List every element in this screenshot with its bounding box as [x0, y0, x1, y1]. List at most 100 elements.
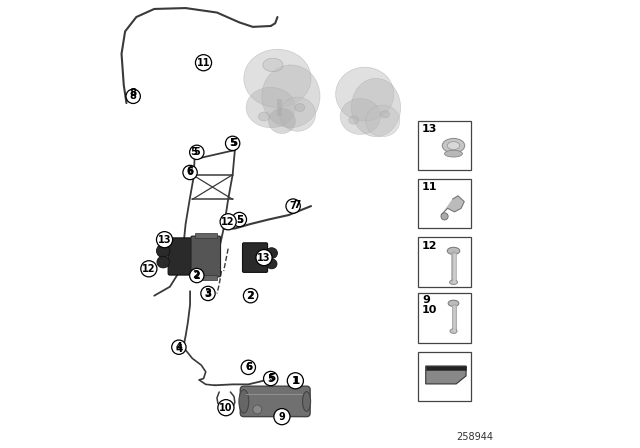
- Text: 12: 12: [142, 264, 156, 274]
- Text: 11: 11: [422, 182, 438, 192]
- Ellipse shape: [263, 58, 283, 72]
- Bar: [195, 275, 217, 280]
- Circle shape: [141, 261, 157, 277]
- Circle shape: [241, 360, 255, 375]
- Ellipse shape: [380, 111, 390, 118]
- FancyBboxPatch shape: [168, 238, 201, 275]
- Ellipse shape: [442, 138, 465, 153]
- Text: 6: 6: [246, 362, 253, 372]
- FancyBboxPatch shape: [243, 243, 268, 272]
- Ellipse shape: [335, 67, 394, 121]
- Bar: [418, 352, 472, 401]
- Text: 9: 9: [278, 412, 285, 422]
- Circle shape: [243, 289, 258, 303]
- Bar: [199, 248, 207, 253]
- Ellipse shape: [351, 78, 401, 137]
- Text: 3: 3: [205, 289, 211, 298]
- Circle shape: [156, 232, 173, 248]
- FancyBboxPatch shape: [191, 236, 221, 277]
- Ellipse shape: [156, 244, 170, 258]
- Text: 13: 13: [422, 124, 438, 134]
- Circle shape: [183, 165, 197, 180]
- Text: 2: 2: [246, 291, 253, 301]
- Ellipse shape: [239, 390, 249, 413]
- Circle shape: [225, 136, 240, 151]
- Text: 12: 12: [221, 217, 235, 227]
- Text: 6: 6: [187, 168, 193, 177]
- Text: 10: 10: [219, 403, 233, 413]
- Text: 1: 1: [293, 376, 300, 386]
- Ellipse shape: [447, 142, 460, 150]
- Ellipse shape: [259, 112, 269, 121]
- Text: 5: 5: [236, 215, 243, 224]
- Circle shape: [274, 409, 290, 425]
- Text: 6: 6: [245, 362, 252, 372]
- Text: 4: 4: [175, 342, 182, 352]
- Bar: [277, 99, 282, 116]
- Text: 7: 7: [294, 200, 301, 210]
- Circle shape: [189, 145, 204, 159]
- Circle shape: [126, 89, 140, 103]
- Circle shape: [441, 213, 448, 220]
- Circle shape: [287, 373, 303, 389]
- Text: 5: 5: [268, 373, 276, 383]
- Text: 13: 13: [158, 235, 172, 245]
- Text: 5: 5: [268, 374, 274, 383]
- Text: 2: 2: [192, 270, 199, 280]
- Ellipse shape: [340, 99, 380, 134]
- Text: 13: 13: [257, 253, 271, 263]
- Circle shape: [264, 371, 278, 386]
- Polygon shape: [426, 366, 466, 370]
- Ellipse shape: [447, 247, 460, 254]
- Ellipse shape: [450, 329, 457, 333]
- Ellipse shape: [246, 87, 295, 128]
- FancyBboxPatch shape: [240, 386, 310, 417]
- Text: 5: 5: [193, 147, 200, 157]
- Polygon shape: [441, 196, 464, 215]
- Text: 10: 10: [422, 306, 438, 315]
- Circle shape: [220, 214, 236, 230]
- Text: 1: 1: [292, 376, 299, 386]
- Bar: [199, 258, 207, 263]
- Text: 7: 7: [290, 201, 296, 211]
- Circle shape: [253, 405, 262, 414]
- Text: 4: 4: [175, 344, 183, 353]
- Ellipse shape: [449, 280, 458, 284]
- Circle shape: [172, 340, 186, 354]
- Bar: [418, 121, 472, 170]
- Text: 8: 8: [130, 91, 136, 101]
- Ellipse shape: [445, 151, 463, 157]
- Bar: [195, 233, 217, 238]
- Ellipse shape: [266, 259, 277, 269]
- Bar: [418, 237, 472, 287]
- Circle shape: [232, 212, 246, 227]
- Ellipse shape: [448, 300, 459, 306]
- Text: 5: 5: [190, 147, 197, 157]
- Polygon shape: [426, 366, 466, 384]
- Ellipse shape: [157, 256, 170, 268]
- Ellipse shape: [262, 65, 320, 128]
- Text: 2: 2: [193, 271, 200, 280]
- Bar: [418, 179, 472, 228]
- Text: 258944: 258944: [456, 432, 493, 442]
- Text: 8: 8: [129, 88, 137, 98]
- Text: 6: 6: [186, 166, 193, 176]
- Circle shape: [218, 400, 234, 416]
- Text: 5: 5: [230, 138, 237, 148]
- Bar: [418, 293, 472, 343]
- Text: 11: 11: [196, 58, 211, 68]
- Text: 12: 12: [422, 241, 438, 250]
- Text: 5: 5: [236, 215, 243, 224]
- Ellipse shape: [280, 97, 316, 131]
- Ellipse shape: [349, 116, 358, 124]
- Ellipse shape: [269, 108, 295, 134]
- Circle shape: [286, 199, 300, 213]
- Ellipse shape: [244, 49, 311, 108]
- Circle shape: [201, 286, 215, 301]
- Ellipse shape: [365, 105, 400, 137]
- Circle shape: [256, 250, 272, 266]
- Ellipse shape: [303, 392, 310, 411]
- Ellipse shape: [266, 248, 278, 258]
- Circle shape: [189, 268, 204, 283]
- Text: 2: 2: [247, 291, 254, 301]
